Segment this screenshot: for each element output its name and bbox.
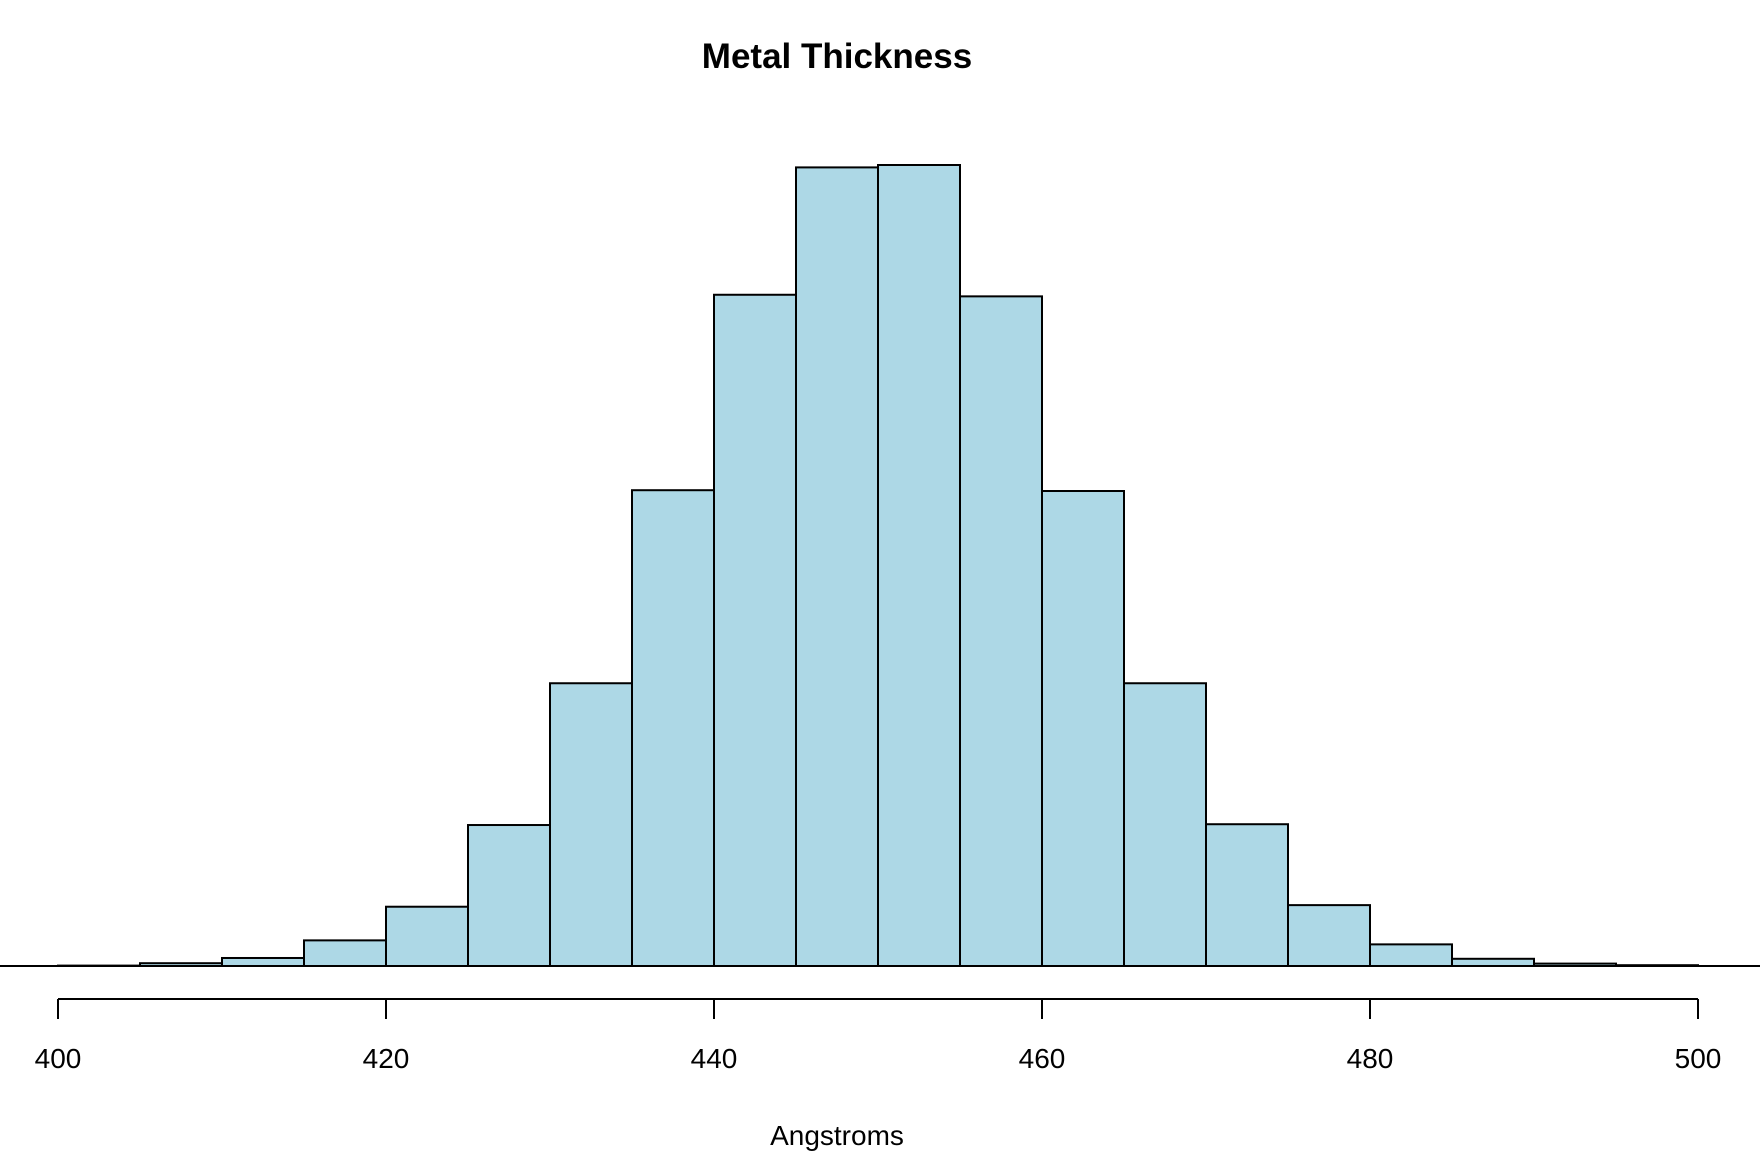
x-axis-tick-label: 400 xyxy=(35,1043,82,1074)
histogram-bar xyxy=(877,164,961,967)
histogram-bar xyxy=(713,293,797,967)
x-axis-tick-label: 440 xyxy=(691,1043,738,1074)
histogram-bar xyxy=(303,939,387,967)
chart-title: Metal Thickness xyxy=(702,37,972,76)
x-axis-tick-label: 480 xyxy=(1347,1043,1394,1074)
histogram-bar xyxy=(1123,682,1207,967)
histogram-bar xyxy=(467,824,551,967)
x-axis: 400 420 440 460 480 500 xyxy=(35,998,1722,1074)
x-axis-tick-label: 500 xyxy=(1675,1043,1722,1074)
histogram-bar xyxy=(959,295,1043,967)
x-axis-label: Angstroms xyxy=(770,1120,904,1151)
histogram-bar xyxy=(1041,490,1125,967)
histogram-bar xyxy=(221,956,305,967)
histogram-bar xyxy=(1369,943,1453,967)
histogram-bar xyxy=(631,489,715,967)
histogram-bar xyxy=(795,166,879,967)
histogram-bar xyxy=(1287,904,1371,968)
x-axis-tick-label: 420 xyxy=(363,1043,410,1074)
histogram-bar xyxy=(1205,823,1289,968)
histogram-bar xyxy=(549,682,633,967)
histogram-bars xyxy=(57,164,1699,968)
x-axis-tick-label: 460 xyxy=(1019,1043,1066,1074)
histogram-bar xyxy=(385,905,469,968)
histogram-bar xyxy=(1451,957,1535,968)
